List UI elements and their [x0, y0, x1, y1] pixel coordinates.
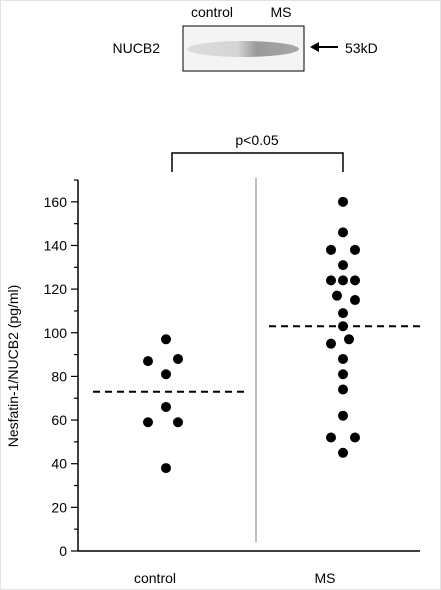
data-point-ms — [350, 432, 360, 443]
y-tick-label: 60 — [51, 412, 67, 428]
data-point-control — [161, 463, 171, 474]
data-point-ms — [326, 275, 336, 286]
x-category-label: MS — [315, 570, 336, 586]
data-point-ms — [338, 308, 348, 319]
y-tick-label: 100 — [44, 325, 68, 341]
data-point-control — [173, 417, 183, 428]
blot-size-marker: 53kD — [345, 40, 378, 56]
data-point-control — [161, 401, 171, 412]
data-point-ms — [350, 244, 360, 255]
plot-axes: 0 20 40 60 80 100 120 140 160 control MS — [44, 178, 420, 586]
data-point-ms — [338, 260, 348, 271]
data-point-control — [161, 334, 171, 345]
blot-band — [187, 41, 299, 57]
data-point-ms — [326, 432, 336, 443]
data-point-ms — [344, 334, 354, 345]
x-category-label: control — [134, 570, 176, 586]
size-arrow-icon — [310, 42, 338, 52]
data-point-ms — [338, 353, 348, 364]
data-point-ms — [338, 227, 348, 238]
data-point-ms — [338, 447, 348, 458]
significance-label: p<0.05 — [235, 132, 278, 148]
y-tick-label: 140 — [44, 237, 68, 253]
western-blot: control MS NUCB2 53kD — [113, 4, 378, 72]
data-point-ms — [332, 290, 342, 301]
y-tick-label: 120 — [44, 281, 68, 297]
y-tick-label: 0 — [59, 543, 67, 559]
y-tick-label: 20 — [51, 499, 67, 515]
data-point-ms — [350, 295, 360, 306]
data-point-ms — [338, 321, 348, 332]
y-tick-label: 80 — [51, 368, 67, 384]
y-tick-label: 40 — [51, 456, 67, 472]
data-point-ms — [338, 196, 348, 207]
data-point-ms — [350, 275, 360, 286]
y-axis-label: Nesfatin-1/NUCB2 (pg/ml) — [5, 285, 21, 448]
plot-marks — [93, 196, 420, 474]
y-tick-label: 160 — [44, 194, 68, 210]
data-point-ms — [338, 410, 348, 421]
data-point-control — [143, 417, 153, 428]
data-point-ms — [338, 384, 348, 395]
data-point-ms — [326, 244, 336, 255]
data-point-control — [143, 356, 153, 367]
data-point-ms — [338, 275, 348, 286]
data-point-ms — [326, 338, 336, 349]
blot-protein-label: NUCB2 — [113, 40, 161, 56]
data-point-control — [161, 369, 171, 380]
data-point-control — [173, 353, 183, 364]
significance-bracket: p<0.05 — [171, 132, 344, 172]
data-point-ms — [338, 369, 348, 380]
blot-lane-label-ms: MS — [271, 4, 292, 20]
blot-lane-label-control: control — [191, 4, 233, 20]
